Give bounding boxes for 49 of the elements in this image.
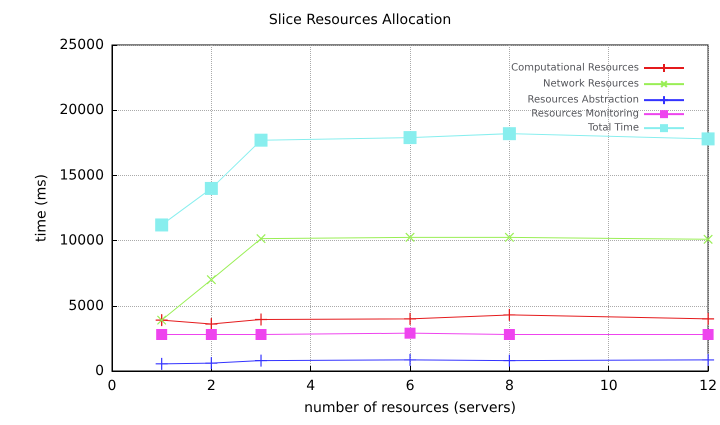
legend-label: Total Time [586, 122, 639, 134]
point [403, 353, 417, 367]
point [204, 356, 218, 370]
point [254, 312, 268, 326]
point [156, 328, 168, 340]
y-tick-label: 5000 [68, 298, 104, 314]
x-axis-title: number of resources (servers) [304, 400, 516, 416]
point [155, 218, 168, 232]
legend-label: Network Resources [542, 78, 639, 90]
y-tick-label: 15000 [59, 167, 104, 184]
point [254, 134, 268, 147]
point [702, 132, 715, 146]
point [502, 127, 516, 140]
y-tick-label: 0 [95, 363, 104, 379]
point [405, 232, 415, 242]
y-tick-label: 10000 [59, 232, 104, 249]
x-tick-label: 4 [306, 378, 316, 394]
x-tick-label: 2 [206, 378, 216, 394]
point [502, 308, 516, 322]
point [703, 234, 713, 244]
y-tick-label: 25000 [59, 37, 104, 53]
point [206, 274, 216, 285]
point [502, 354, 516, 368]
x-tick-label: 10 [600, 378, 618, 394]
x-tick-label: 6 [406, 378, 415, 394]
point [504, 328, 515, 340]
point [206, 328, 217, 340]
point [702, 328, 714, 340]
point [701, 353, 715, 367]
legend-label: Resources Abstraction [528, 94, 639, 106]
chart-title: Slice Resources Allocation [268, 12, 452, 28]
y-axis-title: time (ms) [34, 174, 50, 242]
point [204, 182, 218, 195]
point [504, 232, 514, 242]
x-tick-label: 8 [504, 378, 514, 394]
point [404, 131, 417, 144]
x-tick-label: 12 [699, 378, 718, 394]
point [256, 234, 266, 244]
legend-label: Computational Resources [511, 62, 639, 74]
point [404, 328, 416, 339]
point [155, 357, 168, 370]
y-tick-label: 20000 [59, 102, 104, 118]
point [254, 354, 268, 368]
point [701, 312, 715, 326]
point [204, 317, 218, 331]
point [256, 328, 267, 340]
point [403, 312, 417, 326]
x-tick-label: 0 [108, 378, 116, 394]
legend-label: Resources Monitoring [531, 108, 639, 120]
